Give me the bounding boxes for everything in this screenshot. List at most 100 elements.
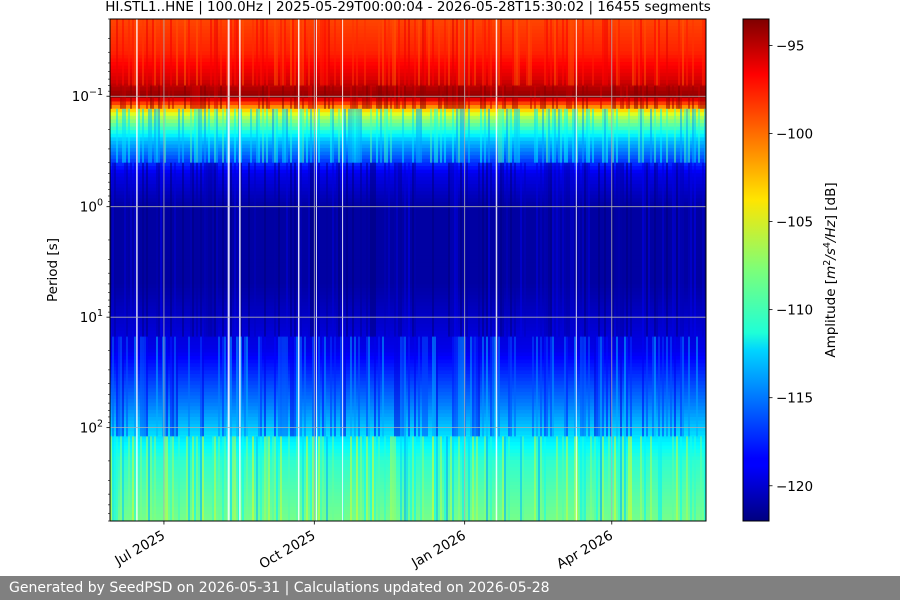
- time-stripe: [704, 436, 706, 521]
- time-stripe: [600, 336, 602, 437]
- time-stripe: [148, 108, 150, 163]
- time-stripe: [688, 162, 690, 337]
- time-stripe: [420, 108, 422, 163]
- time-stripe: [632, 19, 634, 86]
- time-stripe: [568, 19, 570, 86]
- time-stripe: [642, 162, 644, 337]
- time-stripe: [570, 85, 572, 109]
- time-stripe: [414, 162, 416, 337]
- time-stripe: [380, 85, 382, 109]
- time-stripe: [196, 19, 198, 86]
- time-stripe: [350, 85, 352, 109]
- time-stripe: [362, 85, 364, 109]
- time-stripe: [534, 108, 536, 163]
- time-stripe: [462, 336, 464, 437]
- time-stripe: [394, 162, 396, 337]
- time-stripe: [350, 108, 352, 163]
- time-stripe: [354, 336, 356, 437]
- time-stripe: [382, 19, 384, 86]
- time-stripe: [524, 162, 526, 337]
- time-stripe: [110, 85, 112, 109]
- time-stripe: [284, 336, 286, 437]
- time-stripe: [612, 108, 614, 163]
- time-stripe: [462, 85, 464, 109]
- time-stripe: [580, 336, 582, 437]
- time-stripe: [158, 108, 160, 163]
- time-stripe: [350, 436, 352, 521]
- time-stripe: [410, 436, 412, 521]
- time-stripe: [214, 436, 216, 521]
- time-stripe: [606, 336, 608, 437]
- time-stripe: [694, 108, 696, 163]
- time-stripe: [118, 336, 120, 437]
- time-stripe: [226, 108, 228, 163]
- time-stripe: [462, 108, 464, 163]
- time-stripe: [222, 436, 224, 521]
- time-stripe: [462, 436, 464, 521]
- time-stripe: [332, 85, 334, 109]
- time-stripe: [544, 19, 546, 86]
- time-stripe: [680, 108, 682, 163]
- time-stripe: [252, 436, 254, 521]
- x-tick-label: Jan 2026: [408, 528, 468, 572]
- time-stripe: [460, 162, 462, 337]
- time-stripe: [516, 85, 518, 109]
- time-stripe: [494, 336, 496, 437]
- time-stripe: [140, 336, 142, 437]
- time-stripe: [188, 336, 190, 437]
- time-stripe: [454, 85, 456, 109]
- time-stripe: [154, 108, 156, 163]
- time-stripe: [432, 436, 434, 521]
- time-stripe: [520, 436, 522, 521]
- time-stripe: [306, 436, 308, 521]
- time-stripe: [146, 85, 148, 109]
- time-stripe: [150, 108, 152, 163]
- time-stripe: [596, 436, 598, 521]
- y-tick-label: 100: [80, 198, 103, 216]
- time-stripe: [440, 108, 442, 163]
- time-stripe: [620, 336, 622, 437]
- time-stripe: [214, 108, 216, 163]
- time-stripe: [630, 336, 632, 437]
- time-stripe: [286, 108, 288, 163]
- time-stripe: [200, 162, 202, 337]
- time-stripe: [490, 162, 492, 337]
- time-stripe: [364, 436, 366, 521]
- time-stripe: [150, 85, 152, 109]
- time-stripe: [192, 436, 194, 521]
- time-stripe: [142, 162, 144, 337]
- time-stripe: [140, 436, 142, 521]
- time-stripe: [678, 162, 680, 337]
- time-stripe: [416, 108, 418, 163]
- time-stripe: [602, 108, 604, 163]
- time-stripe: [418, 19, 420, 86]
- time-stripe: [312, 436, 314, 521]
- time-stripe: [626, 85, 628, 109]
- time-stripe: [468, 436, 470, 521]
- time-stripe: [296, 336, 298, 437]
- time-stripe: [210, 19, 212, 86]
- time-stripe: [502, 162, 504, 337]
- time-stripe: [482, 162, 484, 337]
- y-tick-label: 102: [80, 419, 103, 437]
- time-stripe: [322, 336, 324, 437]
- time-stripe: [446, 85, 448, 109]
- time-stripe: [160, 162, 162, 337]
- time-stripe: [352, 162, 354, 337]
- time-stripe: [198, 108, 200, 163]
- time-stripe: [204, 108, 206, 163]
- time-stripe: [634, 19, 636, 86]
- time-stripe: [328, 85, 330, 109]
- time-stripe: [568, 85, 570, 109]
- time-stripe: [126, 162, 128, 337]
- time-stripe: [676, 436, 678, 521]
- time-stripe: [162, 336, 164, 437]
- time-stripe: [164, 436, 166, 521]
- y-tick-label: 10−1: [72, 87, 103, 105]
- time-stripe: [668, 85, 670, 109]
- amplitude-band: [110, 122, 706, 128]
- time-stripe: [242, 436, 244, 521]
- time-stripe: [642, 108, 644, 163]
- time-stripe: [390, 108, 392, 163]
- data-gap: [227, 19, 230, 521]
